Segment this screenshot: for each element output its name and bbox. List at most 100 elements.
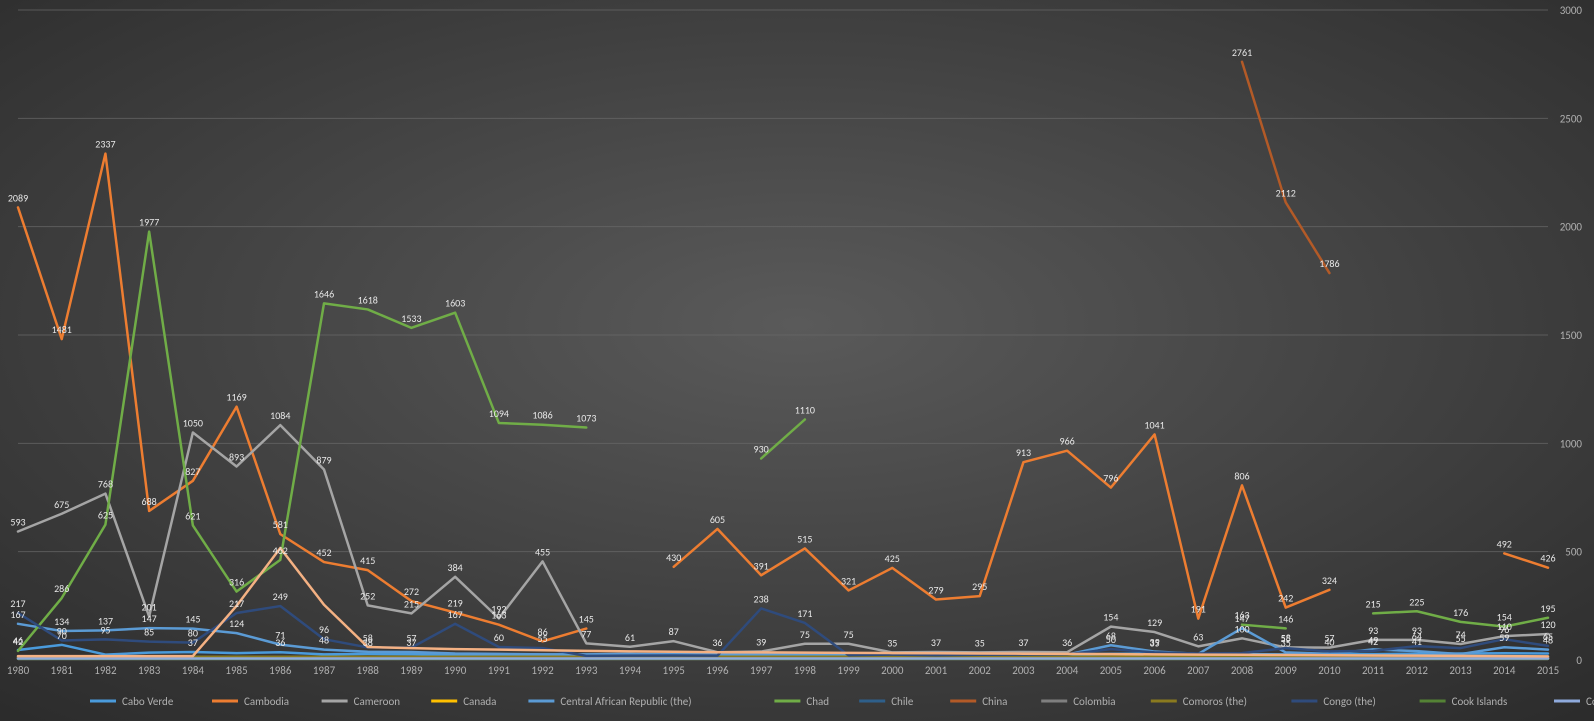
data-label: 192	[491, 602, 506, 615]
y-tick-label: 2500	[1560, 112, 1583, 125]
x-tick-label: 1994	[619, 664, 642, 677]
x-tick-label: 1981	[51, 664, 74, 677]
legend-label: Cambodia	[244, 695, 289, 708]
x-tick-label: 1980	[7, 664, 30, 677]
data-label: 77	[581, 627, 591, 640]
data-label: 75	[844, 628, 854, 641]
data-label: 64	[1412, 630, 1422, 643]
data-label: 1050	[183, 417, 203, 430]
legend-label: Congo (the)	[1323, 695, 1375, 708]
data-label: 1041	[1144, 418, 1164, 431]
data-label: 35	[887, 636, 897, 649]
x-tick-label: 1982	[94, 664, 117, 677]
x-tick-label: 1993	[575, 664, 598, 677]
data-label: 50	[1106, 633, 1116, 646]
x-tick-label: 2002	[969, 664, 992, 677]
x-tick-label: 1985	[225, 664, 247, 677]
data-label: 425	[885, 552, 900, 565]
x-tick-label: 1983	[138, 664, 161, 677]
data-label: 80	[188, 627, 198, 640]
data-label: 1084	[270, 409, 290, 422]
x-tick-label: 1995	[663, 664, 685, 677]
data-label: 2112	[1276, 186, 1296, 199]
data-label: 879	[316, 454, 331, 467]
data-label: 42	[13, 635, 23, 648]
data-label: 252	[360, 589, 375, 602]
data-label: 415	[360, 554, 375, 567]
y-tick-label: 0	[1576, 654, 1582, 667]
x-tick-label: 2008	[1231, 664, 1254, 677]
data-label: 129	[1147, 616, 1162, 629]
x-tick-label: 2004	[1056, 664, 1079, 677]
legend-label: Cameroon	[354, 695, 401, 708]
data-label: 1977	[139, 216, 159, 229]
x-tick-label: 1987	[313, 664, 336, 677]
x-tick-label: 2003	[1012, 664, 1035, 677]
x-tick-label: 2009	[1275, 664, 1298, 677]
data-label: 605	[710, 513, 725, 526]
data-label: 455	[535, 545, 550, 558]
data-label: 55	[1281, 632, 1291, 645]
data-label: 930	[754, 443, 769, 456]
legend-label: Canada	[463, 695, 496, 708]
data-label: 688	[142, 495, 157, 508]
data-label: 55	[538, 632, 548, 645]
x-tick-label: 1998	[794, 664, 817, 677]
data-label: 61	[625, 631, 635, 644]
data-label: 36	[1062, 636, 1072, 649]
data-label: 462	[273, 544, 288, 557]
data-label: 191	[1191, 603, 1206, 616]
data-label: 249	[273, 590, 288, 603]
data-label: 1603	[445, 297, 465, 310]
data-label: 58	[363, 631, 373, 644]
x-tick-label: 1997	[750, 664, 773, 677]
data-label: 163	[1234, 609, 1249, 622]
x-tick-label: 2000	[881, 664, 904, 677]
data-label: 796	[1103, 472, 1118, 485]
x-tick-label: 1989	[400, 664, 423, 677]
data-label: 37	[931, 636, 941, 649]
x-tick-label: 1992	[531, 664, 554, 677]
data-label: 913	[1016, 446, 1031, 459]
data-label: 87	[669, 625, 679, 638]
data-label: 57	[406, 632, 416, 645]
y-tick-label: 500	[1565, 546, 1582, 559]
x-tick-label: 2007	[1187, 664, 1210, 677]
data-label: 272	[404, 585, 419, 598]
data-label: 90	[57, 625, 67, 638]
legend-label: Comoros (the)	[1183, 695, 1247, 708]
data-label: 324	[1322, 574, 1337, 587]
y-tick-label: 1000	[1560, 437, 1583, 450]
data-label: 146	[1278, 612, 1293, 625]
data-label: 65	[1543, 630, 1553, 643]
x-tick-label: 1988	[357, 664, 380, 677]
data-label: 966	[1060, 435, 1075, 448]
data-label: 95	[100, 623, 110, 636]
x-tick-label: 2012	[1406, 664, 1429, 677]
data-label: 1110	[795, 404, 815, 417]
data-label: 215	[1366, 597, 1381, 610]
data-label: 295	[972, 580, 987, 593]
x-tick-label: 1986	[269, 664, 292, 677]
x-tick-label: 2010	[1318, 664, 1341, 677]
data-label: 675	[54, 498, 69, 511]
line-chart: 0500100015002000250030001980198119821983…	[0, 0, 1594, 721]
data-label: 215	[404, 597, 419, 610]
data-label: 217	[10, 597, 25, 610]
data-label: 242	[1278, 592, 1293, 605]
data-label: 238	[754, 592, 769, 605]
data-label: 430	[666, 551, 681, 564]
x-tick-label: 1991	[488, 664, 511, 677]
data-label: 1481	[52, 323, 72, 336]
data-label: 2337	[95, 138, 115, 151]
y-tick-label: 1500	[1560, 329, 1583, 342]
x-tick-label: 2011	[1362, 664, 1385, 677]
data-label: 40	[1324, 635, 1334, 648]
y-tick-label: 2000	[1560, 221, 1583, 234]
x-tick-label: 2015	[1537, 664, 1559, 677]
data-label: 279	[928, 584, 943, 597]
legend-label: Cook Islands	[1452, 695, 1508, 708]
data-label: 452	[316, 546, 331, 559]
data-label: 217	[229, 597, 244, 610]
data-label: 35	[975, 636, 985, 649]
